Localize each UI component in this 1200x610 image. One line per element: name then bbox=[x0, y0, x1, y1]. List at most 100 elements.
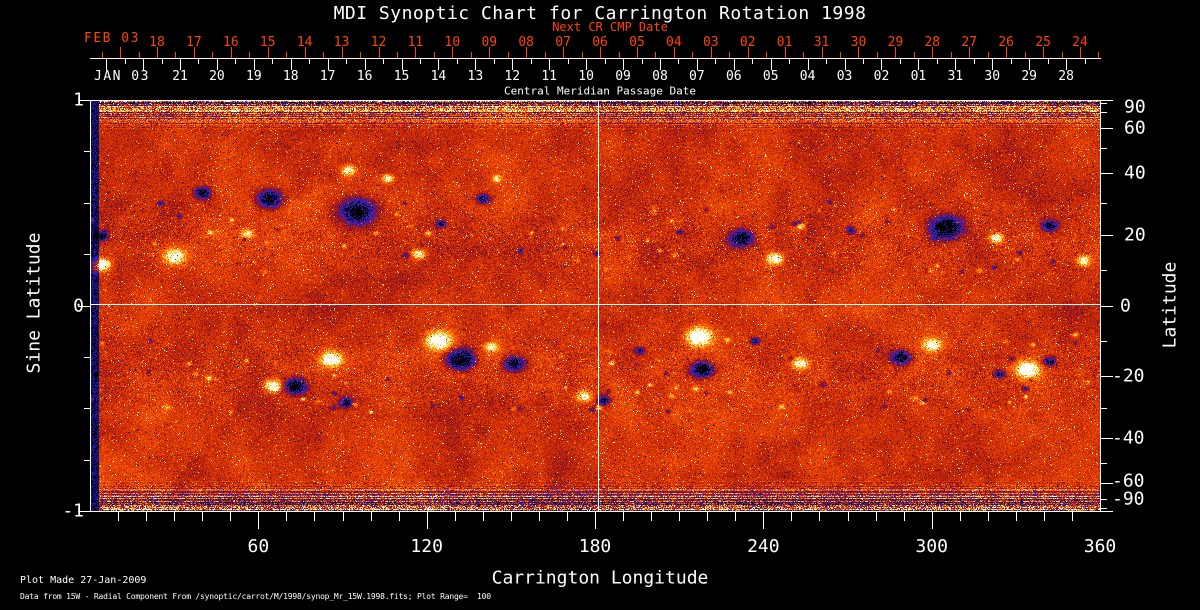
left-tick bbox=[84, 408, 90, 409]
red-tick bbox=[950, 52, 952, 58]
white-tick bbox=[512, 58, 514, 70]
x-tick bbox=[482, 511, 484, 521]
red-tick bbox=[526, 47, 528, 58]
red-day-label: 31 bbox=[813, 35, 830, 50]
sine-latitude-tick-label: 1 bbox=[73, 89, 84, 111]
right-tick bbox=[1100, 235, 1113, 236]
red-tick bbox=[618, 52, 620, 58]
red-day-label: 15 bbox=[259, 35, 276, 50]
red-day-label: 28 bbox=[924, 35, 941, 50]
latitude-tick-label: -60 bbox=[1112, 470, 1145, 492]
white-tick bbox=[1010, 58, 1012, 64]
red-tick bbox=[286, 52, 288, 58]
red-tick bbox=[433, 52, 435, 58]
x-tick bbox=[538, 511, 540, 521]
white-day-label: 05 bbox=[762, 69, 779, 84]
red-day-label: 13 bbox=[333, 35, 350, 50]
white-tick bbox=[272, 58, 274, 64]
left-tick bbox=[84, 203, 90, 204]
red-tick bbox=[840, 52, 842, 58]
right-tick bbox=[1100, 173, 1113, 174]
white-day-label: 16 bbox=[356, 69, 373, 84]
latitude-tick-label: 20 bbox=[1124, 224, 1146, 246]
white-tick bbox=[419, 58, 421, 64]
x-tick bbox=[398, 511, 400, 521]
white-tick bbox=[992, 58, 994, 70]
white-tick bbox=[401, 58, 403, 70]
x-tick bbox=[314, 511, 316, 521]
red-tick bbox=[544, 52, 546, 58]
white-day-label: 02 bbox=[873, 69, 890, 84]
white-day-label: 10 bbox=[578, 69, 594, 84]
red-tick bbox=[729, 52, 731, 58]
white-tick bbox=[161, 58, 163, 64]
x-tick bbox=[1043, 511, 1045, 521]
red-tick bbox=[470, 52, 472, 58]
chart-title: MDI Synoptic Chart for Carrington Rotati… bbox=[333, 3, 867, 24]
white-tick bbox=[438, 58, 440, 70]
x-tick bbox=[791, 511, 793, 521]
red-tick bbox=[1043, 47, 1045, 58]
x-tick bbox=[510, 511, 512, 521]
red-tick bbox=[323, 52, 325, 58]
white-tick bbox=[180, 58, 181, 70]
right-tick bbox=[1100, 306, 1113, 307]
longitude-tick-label: 180 bbox=[578, 536, 612, 557]
x-tick bbox=[651, 511, 653, 521]
x-tick bbox=[1071, 511, 1073, 521]
white-tick bbox=[641, 58, 643, 64]
white-tick bbox=[918, 58, 920, 70]
x-tick bbox=[623, 511, 625, 521]
white-tick bbox=[844, 58, 846, 70]
cmp-axis-title: Central Meridian Passage Date bbox=[503, 84, 697, 98]
red-tick bbox=[600, 47, 602, 58]
red-day-label: 18 bbox=[149, 35, 165, 50]
white-tick bbox=[659, 58, 661, 70]
right-tick bbox=[1100, 408, 1107, 409]
red-tick bbox=[193, 47, 195, 58]
x-tick bbox=[679, 511, 681, 521]
white-tick bbox=[309, 58, 311, 64]
x-tick bbox=[566, 511, 568, 521]
white-tick bbox=[715, 58, 717, 64]
right-tick bbox=[1100, 376, 1113, 377]
x-tick bbox=[903, 511, 905, 521]
right-axis-title: Latitude bbox=[1159, 261, 1181, 349]
right-tick bbox=[1100, 100, 1113, 101]
white-day-label: 03 bbox=[836, 69, 853, 84]
red-day-label: 16 bbox=[223, 35, 239, 50]
cmp-axis-line bbox=[90, 58, 1101, 59]
white-day-label: 15 bbox=[393, 69, 410, 84]
red-tick bbox=[969, 47, 971, 58]
white-tick bbox=[327, 58, 329, 70]
data-source-line: Data from 15W - Radial Component From /s… bbox=[20, 592, 491, 601]
red-day-label: 01 bbox=[776, 35, 793, 50]
right-tick bbox=[1100, 438, 1113, 439]
white-tick bbox=[936, 58, 938, 64]
x-tick bbox=[763, 511, 765, 529]
white-tick bbox=[678, 58, 680, 64]
white-tick bbox=[530, 58, 532, 64]
red-tick bbox=[784, 47, 786, 58]
red-day-label: 12 bbox=[370, 35, 387, 50]
red-tick bbox=[1024, 52, 1026, 58]
white-tick bbox=[383, 58, 385, 64]
red-tick bbox=[452, 47, 454, 58]
white-tick bbox=[475, 58, 477, 70]
latitude-tick-label: 60 bbox=[1124, 117, 1146, 139]
red-tick bbox=[581, 52, 583, 58]
white-day-label: 28 bbox=[1058, 69, 1074, 84]
red-tick bbox=[858, 47, 860, 58]
right-tick bbox=[1100, 463, 1107, 464]
latitude-tick-label: -90 bbox=[1112, 488, 1145, 510]
white-day-label: 30 bbox=[984, 69, 1001, 84]
white-tick bbox=[198, 58, 200, 64]
red-tick bbox=[1080, 47, 1081, 58]
red-tick bbox=[396, 52, 398, 58]
white-tick bbox=[216, 58, 218, 70]
red-day-label: 27 bbox=[961, 35, 978, 50]
red-tick bbox=[157, 47, 158, 58]
red-day-label: 29 bbox=[887, 35, 904, 50]
red-tick bbox=[821, 47, 823, 58]
left-tick bbox=[84, 254, 90, 255]
